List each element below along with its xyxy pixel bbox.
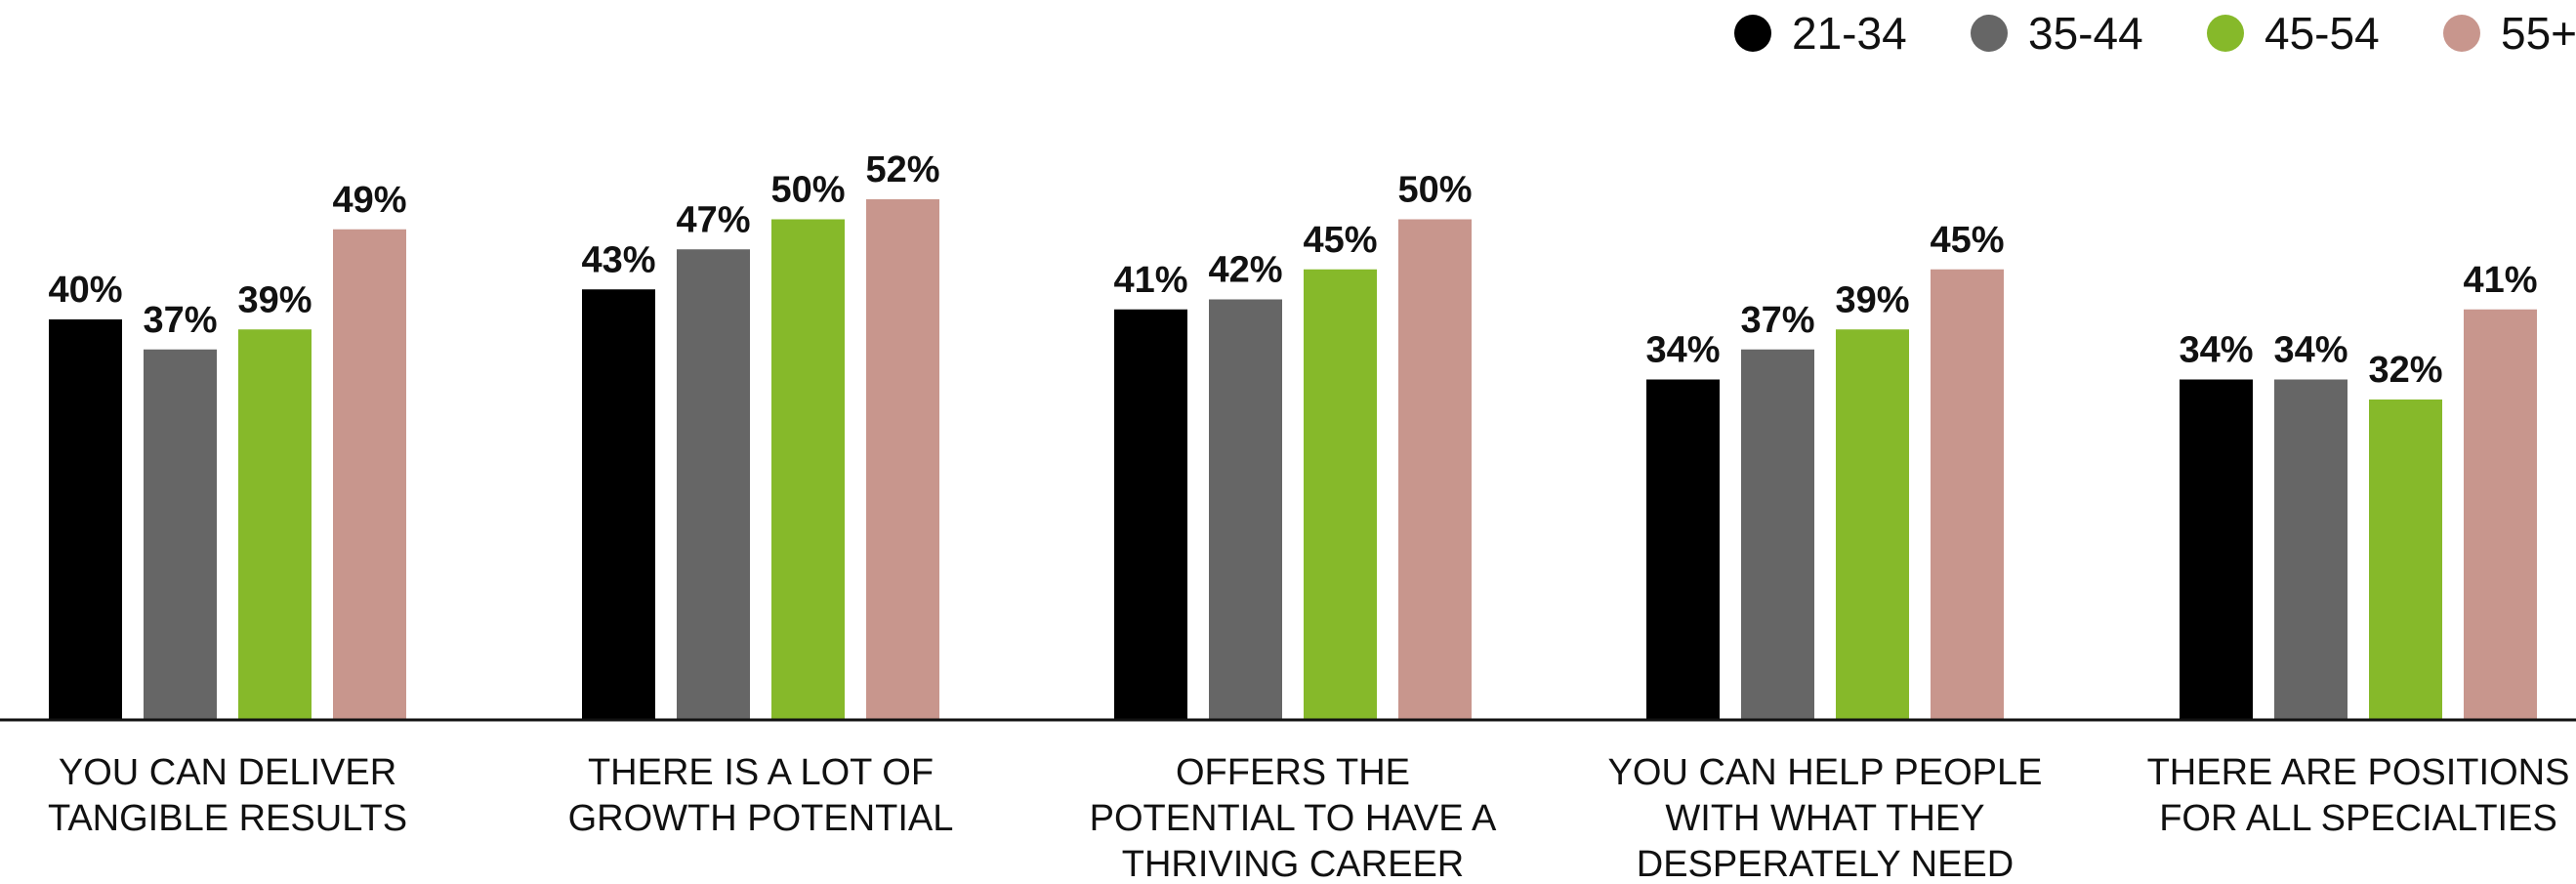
legend-swatch bbox=[2443, 15, 2480, 52]
bar-21-34-cat-4 bbox=[1646, 379, 1720, 720]
bar-55plus-cat-4 bbox=[1931, 269, 2004, 720]
value-label: 39% bbox=[237, 279, 312, 320]
legend-label: 35-44 bbox=[2028, 8, 2143, 59]
legend-item-21-34: 21-34 bbox=[1734, 8, 1907, 59]
value-label: 49% bbox=[332, 180, 406, 221]
bar-35-44-cat-2 bbox=[677, 249, 750, 720]
category-label: TANGIBLE RESULTS bbox=[48, 798, 407, 839]
value-labels: 40% 37% 39% 49% 43% 47% 50% 52% 41% 42% 45% 50% 34% 3… bbox=[48, 149, 2537, 391]
category-label: POTENTIAL TO HAVE A bbox=[1090, 798, 1497, 839]
value-label: 37% bbox=[1740, 300, 1814, 341]
category-label: YOU CAN DELIVER bbox=[59, 752, 396, 793]
legend-item-45-54: 45-54 bbox=[2207, 8, 2380, 59]
legend-item-55plus: 55+ bbox=[2443, 8, 2576, 59]
bar-35-44-cat-4 bbox=[1741, 349, 1814, 720]
category-label: DESPERATELY NEED bbox=[1637, 844, 2014, 884]
bar-55plus-cat-2 bbox=[866, 199, 939, 720]
value-label: 34% bbox=[1645, 330, 1720, 371]
value-label: 40% bbox=[48, 270, 122, 311]
value-label: 52% bbox=[865, 149, 939, 190]
bar-45-54-cat-1 bbox=[238, 329, 312, 720]
bar-21-34-cat-1 bbox=[49, 319, 122, 720]
legend-label: 55+ bbox=[2501, 8, 2576, 59]
legend-label: 21-34 bbox=[1792, 8, 1907, 59]
value-label: 45% bbox=[1930, 220, 2004, 261]
value-label: 45% bbox=[1303, 220, 1377, 261]
bar-55plus-cat-1 bbox=[333, 229, 406, 720]
value-label: 50% bbox=[770, 170, 845, 211]
value-label: 41% bbox=[2463, 260, 2537, 301]
category-label: THERE ARE POSITIONS bbox=[2147, 752, 2570, 793]
bar-45-54-cat-5 bbox=[2369, 400, 2442, 720]
bar-55plus-cat-5 bbox=[2464, 309, 2537, 720]
legend-swatch bbox=[1734, 15, 1771, 52]
value-label: 34% bbox=[2179, 330, 2253, 371]
category-labels: YOU CAN DELIVER TANGIBLE RESULTS THERE IS … bbox=[48, 752, 2570, 884]
legend-item-35-44: 35-44 bbox=[1971, 8, 2143, 59]
bar-35-44-cat-3 bbox=[1209, 299, 1282, 720]
legend-swatch bbox=[1971, 15, 2008, 52]
category-label: FOR ALL SPECIALTIES bbox=[2159, 798, 2557, 839]
value-label: 50% bbox=[1397, 170, 1472, 211]
value-label: 34% bbox=[2273, 330, 2347, 371]
value-label: 47% bbox=[676, 199, 750, 240]
value-label: 39% bbox=[1835, 279, 1909, 320]
bar-45-54-cat-2 bbox=[771, 219, 845, 720]
bar-55plus-cat-3 bbox=[1398, 219, 1472, 720]
bar-21-34-cat-5 bbox=[2180, 379, 2253, 720]
value-label: 43% bbox=[581, 239, 655, 280]
category-label: WITH WHAT THEY bbox=[1665, 798, 1984, 839]
value-label: 41% bbox=[1113, 260, 1187, 301]
bar-45-54-cat-4 bbox=[1836, 329, 1909, 720]
bar-21-34-cat-2 bbox=[582, 289, 655, 720]
bar-21-34-cat-3 bbox=[1114, 309, 1187, 720]
bars bbox=[49, 199, 2537, 720]
legend-label: 45-54 bbox=[2264, 8, 2380, 59]
category-label: GROWTH POTENTIAL bbox=[568, 798, 954, 839]
bar-35-44-cat-5 bbox=[2274, 379, 2347, 720]
value-label: 37% bbox=[143, 300, 217, 341]
category-label: OFFERS THE bbox=[1176, 752, 1410, 793]
bar-35-44-cat-1 bbox=[144, 349, 217, 720]
value-label: 42% bbox=[1208, 250, 1282, 291]
legend-swatch bbox=[2207, 15, 2244, 52]
category-label: THRIVING CAREER bbox=[1122, 844, 1464, 884]
legend: 21-34 35-44 45-54 55+ bbox=[1734, 8, 2576, 59]
value-label: 32% bbox=[2368, 350, 2442, 391]
category-label: YOU CAN HELP PEOPLE bbox=[1608, 752, 2043, 793]
bar-45-54-cat-3 bbox=[1304, 269, 1377, 720]
category-label: THERE IS A LOT OF bbox=[588, 752, 934, 793]
